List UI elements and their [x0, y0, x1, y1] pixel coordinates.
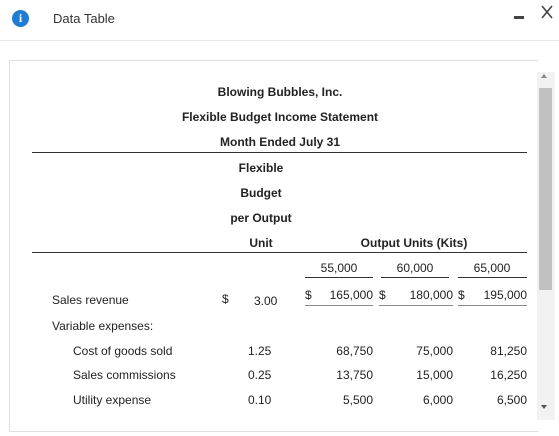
sales-v3: 195,000	[483, 288, 527, 302]
commissions-unit: 0.25	[248, 368, 272, 382]
sales-unit-value: 3.00	[254, 294, 278, 308]
close-icon	[541, 5, 553, 19]
utility-unit: 0.10	[248, 393, 272, 407]
sales-v2-currency: $	[379, 288, 386, 302]
output-level-2: 60,000	[396, 261, 434, 275]
output-level-1: 55,000	[320, 261, 358, 275]
row-label-commissions: Sales commissions	[73, 368, 176, 382]
sales-v2-underline	[379, 305, 453, 306]
close-button[interactable]	[537, 2, 557, 22]
utility-v3: 6,500	[496, 393, 527, 407]
commissions-v3: 16,250	[490, 368, 527, 382]
per-unit-header-line-1: Flexible	[238, 161, 284, 175]
cogs-v3: 81,250	[490, 344, 527, 358]
row-label-sales: Sales revenue	[52, 293, 129, 307]
dialog-title: Data Table	[53, 11, 115, 26]
sales-v3-underline	[458, 305, 527, 306]
cogs-unit: 1.25	[248, 344, 272, 358]
level-1-underline	[305, 277, 373, 278]
statement-period: Month Ended July 31	[219, 135, 341, 149]
per-unit-header-line-4: Unit	[249, 236, 273, 250]
sales-v1-underline	[305, 305, 373, 306]
minimize-button[interactable]	[512, 6, 526, 22]
output-units-header: Output Units (Kits)	[360, 236, 468, 250]
level-2-underline	[381, 277, 449, 278]
minimize-icon	[514, 16, 524, 19]
heading-rule	[32, 152, 527, 153]
level-3-underline	[458, 277, 527, 278]
scroll-down-icon[interactable]	[541, 405, 547, 409]
per-unit-header-line-2: Budget	[240, 186, 282, 200]
commissions-v1: 13,750	[336, 368, 373, 382]
sales-v2: 180,000	[409, 288, 453, 302]
dialog-header: i Data Table	[0, 0, 559, 41]
sales-v3-currency: $	[458, 288, 465, 302]
utility-v2: 6,000	[422, 393, 453, 407]
row-label-variable-expenses: Variable expenses:	[52, 319, 154, 333]
company-name: Blowing Bubbles, Inc.	[217, 85, 343, 99]
scrollbar-thumb[interactable]	[539, 88, 552, 290]
commissions-v2: 15,000	[416, 368, 453, 382]
cogs-v2: 75,000	[416, 344, 453, 358]
sales-v1: 165,000	[329, 288, 373, 302]
statement-name: Flexible Budget Income Statement	[181, 110, 379, 124]
sales-unit-currency: $	[222, 292, 229, 306]
output-level-3: 65,000	[473, 261, 511, 275]
row-label-cogs: Cost of goods sold	[73, 344, 173, 358]
utility-v1: 5,500	[342, 393, 373, 407]
sales-v1-currency: $	[305, 288, 312, 302]
scroll-up-icon[interactable]	[541, 74, 547, 78]
content-frame	[9, 60, 538, 432]
info-icon: i	[12, 10, 29, 27]
cogs-v1: 68,750	[336, 344, 373, 358]
per-unit-header-line-3: per Output	[230, 211, 292, 225]
column-header-rule	[32, 252, 527, 253]
row-label-utility: Utility expense	[73, 393, 152, 407]
